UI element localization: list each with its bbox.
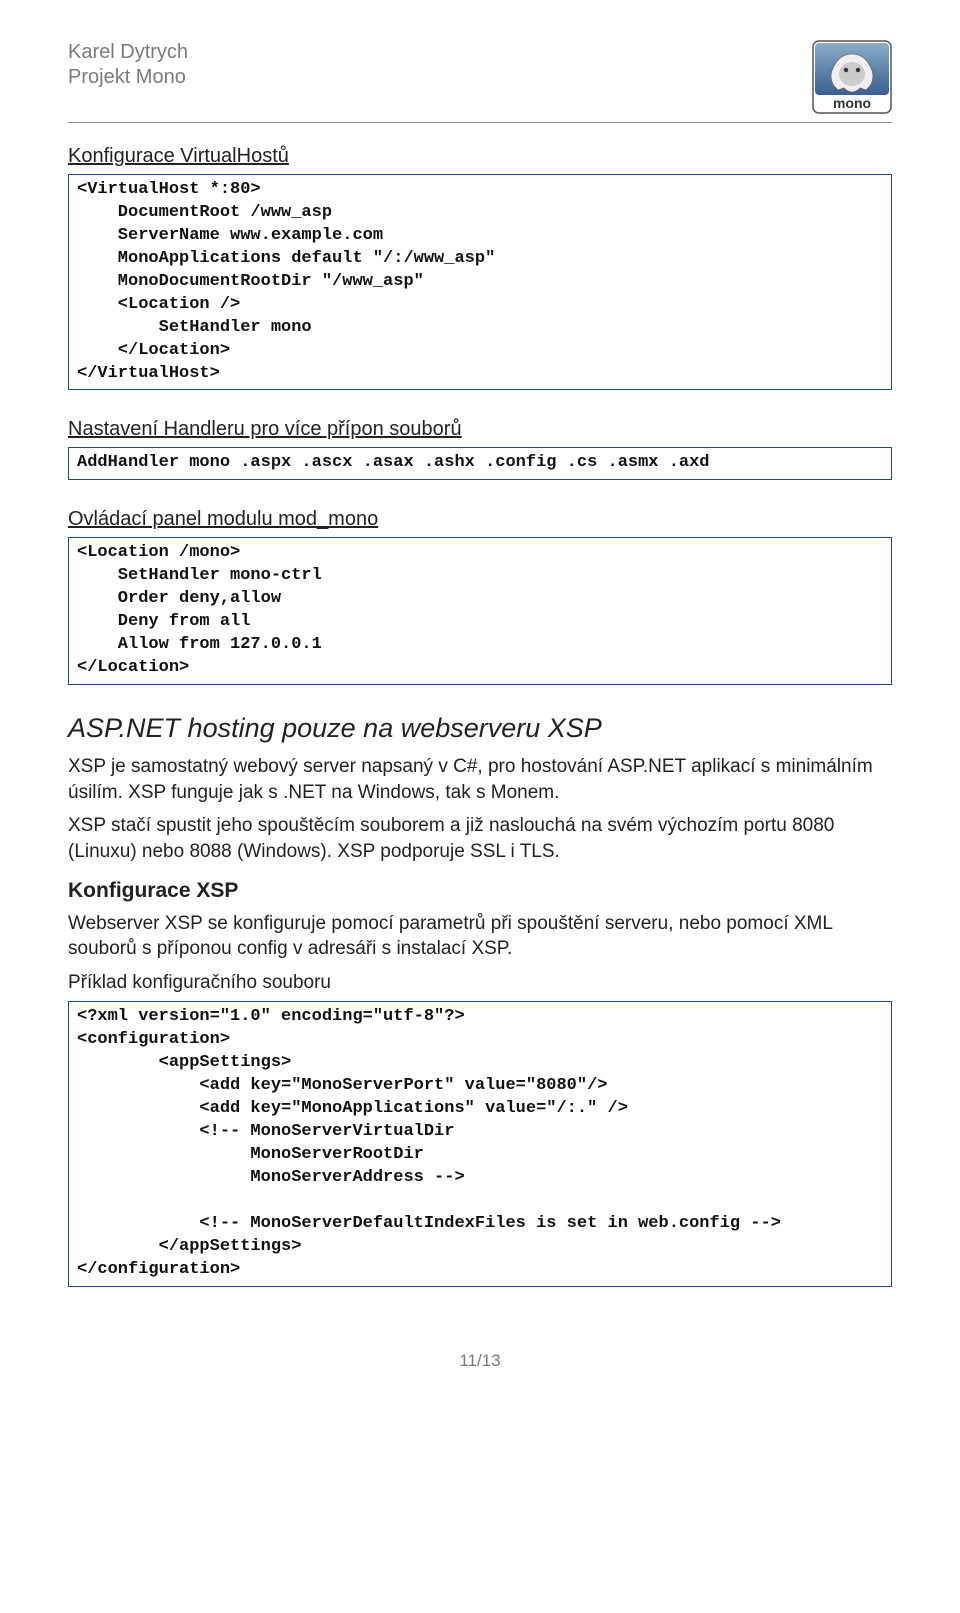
header-author: Karel Dytrych: [68, 40, 188, 65]
header-text: Karel Dytrych Projekt Mono: [68, 40, 188, 90]
page-footer: 11/13: [68, 1351, 892, 1371]
xsp-p1: XSP je samostatný webový server napsaný …: [68, 754, 892, 805]
xsp-heading: ASP.NET hosting pouze na webserveru XSP: [68, 713, 892, 744]
section-title-handler: Nastavení Handleru pro více přípon soubo…: [68, 418, 892, 441]
code-xsp-config: <?xml version="1.0" encoding="utf-8"?> <…: [68, 1001, 892, 1286]
code-vhost: <VirtualHost *:80> DocumentRoot /www_asp…: [68, 174, 892, 390]
code-modmono: <Location /mono> SetHandler mono-ctrl Or…: [68, 537, 892, 685]
header-project: Projekt Mono: [68, 65, 188, 90]
section-title-modmono: Ovládací panel modulu mod_mono: [68, 508, 892, 531]
xsp-subheading: Konfigurace XSP: [68, 879, 892, 903]
xsp-p3: Webserver XSP se konfiguruje pomocí para…: [68, 911, 892, 962]
section-title-vhost: Konfigurace VirtualHostů: [68, 145, 892, 168]
xsp-p2: XSP stačí spustit jeho spouštěcím soubor…: [68, 813, 892, 864]
xsp-p4: Příklad konfiguračního souboru: [68, 970, 892, 996]
svg-text:mono: mono: [833, 95, 871, 111]
page: Karel Dytrych Projekt Mono mono: [0, 0, 960, 1411]
mono-logo: mono: [812, 40, 892, 114]
page-header: Karel Dytrych Projekt Mono mono: [68, 40, 892, 123]
code-handler: AddHandler mono .aspx .ascx .asax .ashx …: [68, 447, 892, 480]
